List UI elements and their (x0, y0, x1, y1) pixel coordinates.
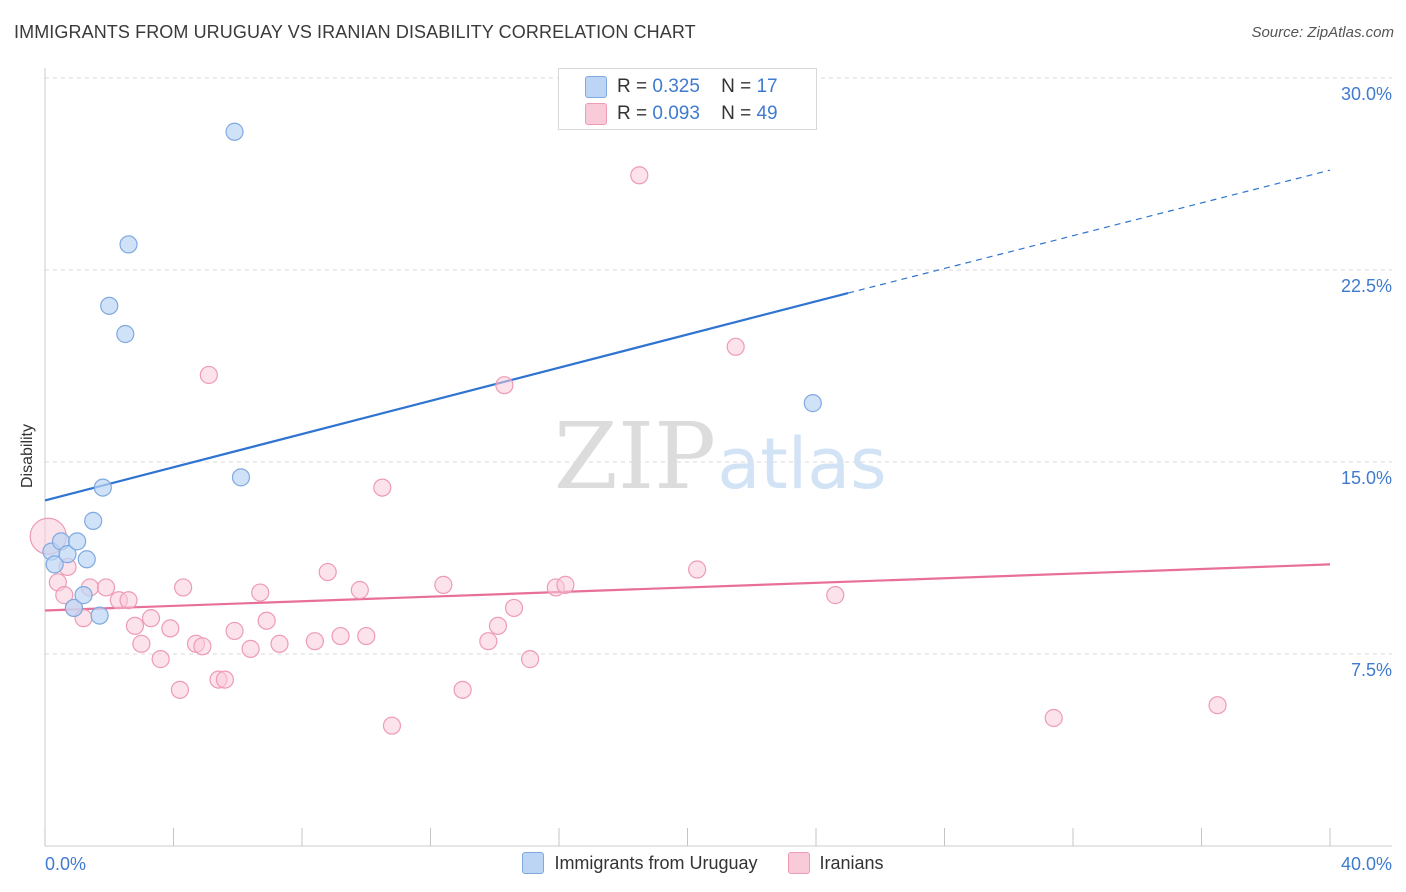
point-iranians (257, 611, 276, 630)
point-iranians (251, 583, 270, 602)
legend-row-text: R = 0.093 N = 49 (617, 103, 778, 125)
point-iranians (199, 365, 218, 385)
trend-layer (44, 169, 1331, 612)
n-label: N = (721, 76, 752, 97)
legend-swatch-blue (522, 852, 545, 874)
point-iranians (125, 616, 145, 635)
point-uruguay (119, 235, 138, 254)
n-value: 49 (756, 103, 778, 124)
trend-line-uruguay-extension (847, 169, 1331, 294)
point-iranians (132, 634, 151, 653)
point-iranians (151, 650, 170, 669)
point-iranians (193, 637, 212, 656)
points-layer (29, 122, 1227, 735)
legend-swatch-pink (787, 852, 810, 874)
point-iranians (726, 337, 745, 356)
legend-swatch-blue (585, 76, 607, 98)
point-uruguay (803, 394, 822, 413)
n-value: 17 (756, 76, 778, 97)
legend-item-uruguay[interactable]: Immigrants from Uruguay (522, 852, 758, 874)
legend-item-iranians[interactable]: Iranians (787, 852, 884, 874)
trend-line-uruguay (44, 291, 849, 502)
point-iranians (55, 586, 74, 605)
watermark: ZIP atlas (554, 403, 887, 510)
correlation-legend: R = 0.325 N = 17 R = 0.093 N = 49 (558, 68, 817, 130)
trend-line-iranians (44, 563, 1331, 612)
y-tick-label: 7.5% (1351, 660, 1392, 680)
point-iranians (96, 578, 116, 597)
legend-swatch-pink (585, 103, 607, 125)
point-uruguay (93, 478, 112, 497)
point-iranians (270, 634, 289, 653)
point-uruguay (68, 532, 87, 551)
point-iranians (170, 680, 190, 699)
point-uruguay (116, 324, 135, 344)
point-uruguay (225, 122, 244, 141)
point-iranians (215, 670, 234, 689)
point-iranians (382, 716, 402, 735)
point-iranians (174, 578, 193, 597)
point-iranians (495, 376, 514, 395)
series-legend: Immigrants from Uruguay Iranians (0, 852, 1406, 874)
axis-layer (44, 68, 1392, 847)
legend-label-uruguay: Immigrants from Uruguay (554, 852, 758, 873)
chart-source: Source: ZipAtlas.com (1251, 24, 1394, 41)
point-iranians (141, 609, 161, 628)
point-iranians (373, 478, 392, 497)
point-iranians (453, 680, 472, 699)
legend-row-text: R = 0.325 N = 17 (617, 76, 778, 98)
y-tick-label: 30.0% (1341, 84, 1392, 104)
legend-label-iranians: Iranians (819, 852, 884, 873)
point-uruguay (58, 545, 77, 564)
point-uruguay (90, 606, 109, 625)
point-iranians (350, 580, 369, 600)
point-iranians (241, 639, 260, 658)
point-iranians (520, 650, 540, 669)
point-uruguay (45, 555, 64, 574)
point-iranians (331, 626, 350, 646)
r-label: R = (617, 103, 648, 124)
point-iranians (119, 591, 138, 610)
point-uruguay (84, 511, 103, 530)
x-tick-label: 40.0% (1341, 854, 1392, 874)
point-iranians (504, 598, 524, 618)
r-label: R = (617, 76, 648, 97)
point-iranians (479, 632, 498, 651)
point-iranians (225, 621, 244, 641)
grid-layer (45, 77, 1392, 655)
watermark-atlas: atlas (717, 423, 886, 505)
point-iranians (305, 632, 324, 651)
point-iranians (688, 560, 707, 579)
point-iranians (434, 575, 453, 594)
point-iranians (161, 619, 180, 638)
point-uruguay (100, 296, 119, 315)
y-tick-label: 22.5% (1341, 276, 1392, 296)
r-value: 0.325 (652, 76, 700, 97)
point-uruguay (231, 468, 251, 487)
chart-title: IMMIGRANTS FROM URUGUAY VS IRANIAN DISAB… (14, 22, 696, 42)
point-iranians (556, 575, 575, 594)
point-uruguay (64, 598, 84, 618)
point-iranians (357, 626, 376, 646)
point-uruguay (77, 550, 96, 569)
tick-labels: 7.5% 15.0% 22.5% 30.0% 0.0% 40.0% (45, 84, 1392, 874)
x-tick-label: 0.0% (45, 854, 86, 874)
r-value: 0.093 (652, 103, 700, 124)
point-iranians (826, 586, 845, 605)
point-uruguay (74, 586, 93, 605)
point-iranians (1208, 696, 1227, 715)
point-iranians (488, 616, 508, 635)
point-iranians (630, 166, 649, 185)
point-iranians (318, 562, 337, 582)
y-tick-label: 15.0% (1341, 468, 1392, 488)
point-iranians (1044, 708, 1063, 728)
watermark-zip: ZIP (554, 403, 716, 510)
n-label: N = (721, 103, 752, 124)
